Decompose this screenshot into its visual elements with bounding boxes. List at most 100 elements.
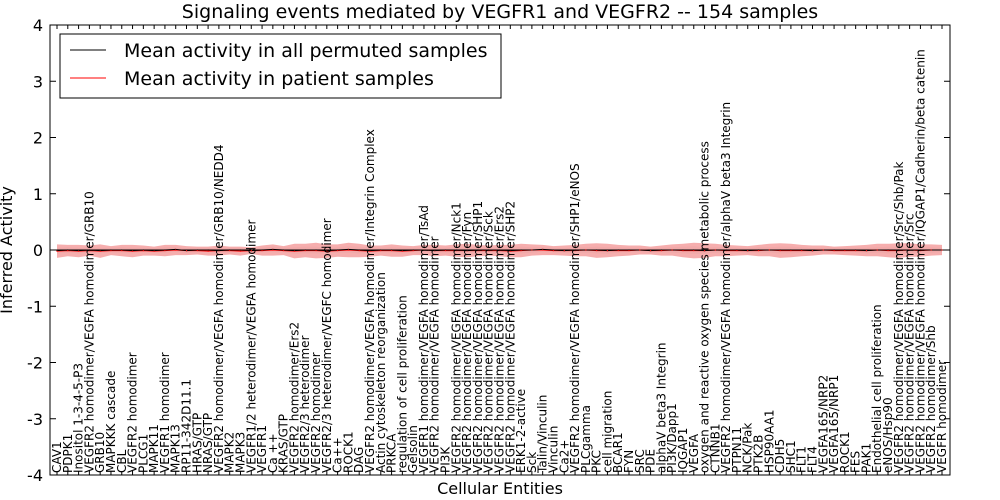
x-tick-label: VEGFR2 homodimer/VEGFA homodimer/GRB10/N… [212,144,226,473]
data-point [466,249,468,252]
data-point [434,249,436,252]
data-point [99,250,101,252]
x-tick-label: Ca2+ [557,440,571,473]
x-tick-label: CDH5 [773,439,787,473]
data-point [747,249,749,252]
data-point [919,249,922,252]
x-tick-label: MAPK13 [169,424,183,473]
x-tick-label: eNOS/Hsp90 [881,397,895,473]
x-tick-label: DAG [352,447,366,473]
data-point [56,250,58,252]
y-tick-label: -1 [27,297,43,316]
legend-label-permuted: Mean activity in all permuted samples [124,40,487,62]
x-tick-label: MAPK11 [147,424,161,473]
x-tick-label: PTK2B [752,435,766,473]
x-tick-label: PLCG1 [136,434,150,473]
x-tick-label: Endothelial cell proliferation [870,304,884,473]
y-axis-label: Inferred Activity [0,186,16,314]
data-point [164,249,166,252]
x-tick-label: VEGFR2 homodimer [126,352,140,473]
data-point [531,249,533,251]
data-point [790,249,792,252]
x-tick-label: MAPK2 [223,432,237,473]
x-tick-label: RP11-342D11.1 [180,379,194,473]
x-tick-label: VEGFR2 homodimer/VEGFA homodimer/Src/Shb… [892,161,906,473]
x-tick-label: HRAS/GTP [190,413,204,473]
data-point [185,249,188,252]
data-point [768,249,770,251]
x-tick-label: VEGFR2/3 heterodimer/VEGFC homodimer [320,218,334,473]
data-point [488,249,490,252]
data-point [272,249,274,251]
data-point [293,250,296,252]
x-tick-label: VEGFR2 homodimer/Ers2 [287,322,301,473]
data-point [153,250,155,252]
legend-label-patient: Mean activity in patient samples [124,68,434,90]
y-tick-label: 0 [33,241,43,260]
x-tick-label: ERK1-2-active [514,389,528,473]
x-tick-label: FYN [622,450,636,473]
data-point [239,250,242,252]
x-tick-label: VEGFA165/NRP2 [816,375,830,473]
x-tick-label: VEGFR2 homodimer/VEGFA homodimer/SHP1 [471,201,485,473]
data-point [175,249,177,251]
x-tick-label: Vinculin [547,426,561,473]
x-tick-label: regulation of cell proliferation [395,295,409,473]
data-point [714,249,716,251]
x-tick-label: CAV1 [50,441,64,473]
x-tick-label: Sck [525,452,539,473]
data-point [88,249,90,252]
x-tick-label: FLT4 [806,446,820,473]
x-tick-label: VEGFR2 homodimer/VEGFA homodimer/Integri… [363,129,377,473]
data-point [283,249,285,252]
data-point [401,250,403,252]
data-point [142,249,144,252]
data-point [250,249,252,252]
x-tick-label: ROCK1 [341,431,355,473]
x-tick-label: PKC [590,450,604,473]
data-point [261,249,263,252]
chart-title: Signaling events mediated by VEGFR1 and … [182,1,818,23]
y-tick-label: 4 [33,16,43,35]
x-tick-label: Ca++ [331,437,345,473]
x-tick-label: VEGFR2 homodimer/VEGFA homodimer/alphaV … [719,102,733,473]
x-tick-label: SRC [633,449,647,473]
data-point [725,249,727,252]
y-tick-label: -2 [27,354,43,373]
x-tick-label: VEGFR homodimer [935,360,949,473]
data-point [77,250,80,252]
data-point [757,249,760,252]
data-point [811,249,814,252]
data-point [552,249,555,252]
data-point [844,249,846,252]
x-tick-label: VEGFR2 homodimer/VEGFA homodimer/IQGAP1/… [913,49,927,473]
data-point [682,249,684,252]
x-tick-label: cell migration [600,391,614,473]
x-tick-label: NRAS/GTP [201,413,215,473]
x-tick-label: VEGFR1/2 heterodimer/VEGFA homodimer [244,220,258,473]
x-tick-label: Actin cytoskeleton reorganization [374,272,388,473]
data-point [315,249,317,252]
data-point [563,249,565,252]
x-tick-label: VEGFR2 homodimer [309,352,323,473]
x-tick-label: CBL [115,449,129,473]
data-point [703,249,706,252]
data-point [596,249,598,252]
data-point [898,249,900,252]
data-point [444,249,447,252]
x-tick-label: PLCgamma [579,405,593,473]
data-point [801,249,803,252]
x-tick-label: FES [849,451,863,473]
data-point [628,249,630,252]
data-point [606,249,609,252]
data-point [229,249,231,252]
data-point [822,249,824,251]
x-tick-label: VEGFR2/3 heterodimer [298,335,312,473]
data-point [131,250,134,252]
data-point [574,249,576,252]
x-tick-label: VEGFR2 homodimer/Shb [924,325,938,473]
x-tick-label: Inositol 1-3-4-5-P3 [72,363,86,473]
data-point [239,249,242,251]
